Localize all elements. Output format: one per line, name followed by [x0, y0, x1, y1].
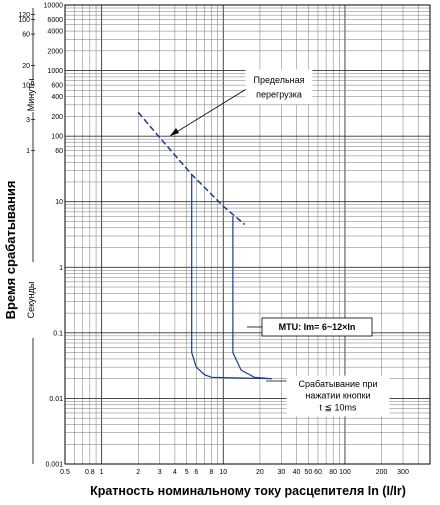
x-tick-label: 50	[304, 469, 312, 476]
annotation-text: нажатии кнопки	[305, 391, 370, 401]
y-tick-label-seconds: 600	[51, 83, 63, 90]
annotation-box	[286, 375, 390, 417]
y-tick-label-seconds: 0.001	[45, 462, 63, 469]
x-tick-label: 20	[256, 469, 264, 476]
x-tick-label: 2	[136, 469, 140, 476]
x-tick-label: 30	[277, 469, 285, 476]
annotation-text: Срабатывание при	[299, 379, 378, 389]
y-tick-label-minutes: 3	[26, 117, 30, 124]
x-tick-label: 1	[100, 469, 104, 476]
y-axis-title: Время срабатывания	[3, 181, 18, 320]
curve-series	[137, 111, 272, 380]
y-units-seconds-label: Секунды	[26, 282, 36, 319]
x-tick-label: 100	[339, 469, 351, 476]
x-tick-label: 5	[185, 469, 189, 476]
series-line-2	[232, 216, 272, 380]
y-tick-label-seconds: 200	[51, 114, 63, 121]
annotation-text: Предельная	[253, 75, 304, 85]
y-tick-label-minutes: 60	[22, 32, 30, 39]
y-tick-label-minutes: 120	[18, 12, 30, 19]
annotations: Предельная перегрузка MTU: Im= 6~12×In Сраб…	[169, 69, 390, 417]
plot-frame	[64, 4, 431, 465]
y-tick-label-seconds: 100	[51, 134, 63, 141]
y-tick-label-minutes: 10	[22, 83, 30, 90]
y-tick-label-seconds: 400	[51, 94, 63, 101]
annotation-leader	[169, 87, 249, 137]
annotation-arrowhead	[170, 128, 179, 136]
y-tick-label-minutes: 1	[26, 148, 30, 155]
x-tick-label: 6	[194, 469, 198, 476]
x-tick-label: 4	[173, 469, 177, 476]
y-tick-label-seconds: 1	[59, 265, 63, 272]
y-units-minutes-label: Минуты	[26, 79, 36, 112]
y-tick-label-seconds: 0.1	[53, 330, 63, 337]
y-tick-label-seconds: 1000	[47, 68, 63, 75]
x-tick-label: 80	[329, 469, 337, 476]
y-tick-label-seconds: 10	[55, 199, 63, 206]
annotation-box	[261, 317, 373, 337]
y-tick-label-seconds: 2000	[47, 48, 63, 55]
x-tick-label: 40	[293, 469, 301, 476]
y-tick-label-minutes: 100	[18, 17, 30, 24]
y-tick-label-seconds: 6000	[47, 17, 63, 24]
annotation-text: t ≦ 10ms	[319, 402, 357, 412]
x-tick-label: 3	[158, 469, 162, 476]
x-tick-label: 60	[314, 469, 322, 476]
axis-ticks: 0.5 0.8 1 2 3 4 5 6 8 10 20 30 40 50 60 80 100 200 3000.00…	[18, 3, 409, 477]
y-tick-label-minutes: 20	[22, 63, 30, 70]
series-line-1	[191, 174, 272, 380]
x-tick-label: 300	[397, 469, 409, 476]
x-tick-label: 10	[219, 469, 227, 476]
annotation-text: перегрузка	[256, 89, 302, 99]
x-tick-label: 0.5	[60, 469, 70, 476]
annotation-box	[245, 69, 313, 105]
x-axis-title: Кратность номинальному току расцепителя …	[90, 484, 406, 498]
x-tick-label: 0.8	[85, 469, 95, 476]
x-tick-label: 8	[210, 469, 214, 476]
y-tick-label-seconds: 10000	[44, 3, 64, 10]
y-tick-label-seconds: 0.01	[49, 396, 63, 403]
y-tick-label-seconds: 60	[55, 148, 63, 155]
y-tick-label-seconds: 4000	[47, 29, 63, 36]
x-tick-label: 200	[376, 469, 388, 476]
annotation-text: MTU: Im= 6~12×In	[279, 322, 356, 332]
